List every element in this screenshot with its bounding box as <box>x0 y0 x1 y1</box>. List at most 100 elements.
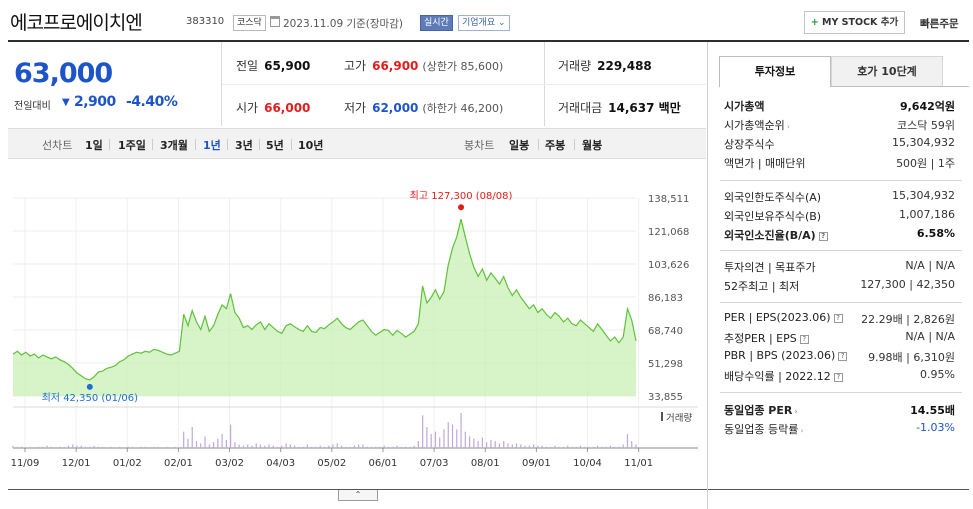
volume-bar <box>63 446 65 448</box>
price-chart[interactable]: 138,511 121,068 103,626 86,183 68,740 51,298 3… <box>8 160 706 505</box>
period-monthly[interactable]: 월봉 <box>582 139 603 152</box>
volume-bar <box>294 445 296 448</box>
volume-bar <box>76 445 78 448</box>
volume-legend-icon <box>661 412 663 421</box>
stat-label: 거래대금 <box>558 101 603 115</box>
volume-bar <box>579 445 582 448</box>
volume-bar <box>443 429 445 448</box>
volume-bar <box>225 439 227 448</box>
volume-bar <box>102 446 104 448</box>
help-icon[interactable]: ? <box>833 314 843 323</box>
volume-bar <box>140 446 142 448</box>
row-label: 52주최고 | 최저 <box>724 280 800 293</box>
price-chart-svg: 138,511 121,068 103,626 86,183 68,740 51,298 3… <box>11 190 698 469</box>
stat-volume: 거래량 229,488 <box>558 57 652 74</box>
volume-bar <box>511 444 513 448</box>
volume-bar <box>29 446 31 448</box>
volume-bar <box>520 444 522 448</box>
volume-bar <box>272 445 274 448</box>
volume-bar <box>238 444 240 448</box>
volume-bar <box>281 445 283 448</box>
help-icon[interactable]: ? <box>799 335 809 344</box>
row-value: 0.95% <box>920 368 955 381</box>
volume-bar <box>174 446 176 448</box>
row-label: 외국인보유주식수(B) <box>724 210 822 223</box>
row-label: 추정PER | EPS? <box>724 330 809 346</box>
help-icon[interactable]: ? <box>833 373 843 382</box>
y-tick-label: 86,183 <box>648 293 683 304</box>
volume-bar <box>127 446 129 448</box>
period-daily[interactable]: 일봉 <box>509 139 530 152</box>
period-1w[interactable]: 1주일 <box>118 139 146 152</box>
volume-bar <box>379 446 381 448</box>
tab-investment-info[interactable]: 투자정보 <box>719 56 831 87</box>
help-icon[interactable]: ? <box>818 232 828 241</box>
change-label: 전일대비 <box>14 101 51 112</box>
row-foreign-limit: 외국인한도주식수(A) 15,304,932 <box>724 189 955 207</box>
volume-bar <box>200 443 202 448</box>
volume-bar <box>84 446 87 448</box>
row-foreign-held: 외국인보유주식수(B) 1,007,186 <box>724 208 955 226</box>
chevron-right-icon: › <box>794 407 798 416</box>
price-summary: 63,000 전일대비 ▼ 2,900 -4.40% <box>8 42 222 126</box>
company-overview-dropdown[interactable]: 기업개요 ⌄ <box>458 15 510 31</box>
volume-bar <box>567 445 569 448</box>
volume-bar <box>430 434 432 448</box>
x-tick-label: 05/02 <box>317 458 346 469</box>
volume-bar <box>12 445 14 448</box>
period-3m[interactable]: 3개월 <box>160 139 188 152</box>
volume-bar <box>409 446 411 448</box>
period-1d[interactable]: 1일 <box>85 139 103 152</box>
separator <box>574 139 575 150</box>
stat-label: 시가 <box>236 101 259 115</box>
volume-bar <box>153 446 155 448</box>
row-label: PBR | BPS (2023.06)? <box>724 349 848 362</box>
period-selector: 선차트 1일 1주일 3개월 1년 3년 5년 10년 봉차트 일봉 주봉 월봉 <box>8 128 706 159</box>
stat-value: 14,637 백만 <box>608 101 681 115</box>
volume-bar <box>166 446 168 448</box>
realtime-button[interactable]: 실시간 <box>420 15 453 31</box>
price-line <box>12 219 637 381</box>
period-1y[interactable]: 1년 <box>203 139 221 152</box>
volume-bar <box>426 427 428 448</box>
quick-order-link[interactable]: 빠른주문 <box>920 18 959 30</box>
row-value: -1.03% <box>916 421 955 434</box>
volume-bar <box>558 446 560 448</box>
candle-chart-label: 봉차트 <box>464 139 495 152</box>
stat-low: 저가 62,000 (하한가 46,200) <box>344 99 503 116</box>
volume-bar <box>336 443 338 448</box>
volume-bar <box>477 441 479 448</box>
row-label: 투자의견 | 목표주가 <box>724 261 816 274</box>
volume-bar <box>276 446 279 448</box>
volume-bar <box>59 446 61 448</box>
chevron-right-icon: › <box>786 122 790 131</box>
volume-bar <box>554 445 556 448</box>
period-5y[interactable]: 5년 <box>266 139 284 152</box>
stat-value: 65,900 <box>264 59 311 73</box>
row-label-text: 동일업종 PER <box>724 404 793 417</box>
row-industry-change[interactable]: 동일업종 등락률 › -1.03% <box>724 421 955 439</box>
volume-bar <box>251 445 253 448</box>
volume-bar <box>460 413 462 448</box>
x-tick-label: 02/01 <box>164 458 193 469</box>
volume-bar <box>340 445 343 448</box>
row-value: 14.55배 <box>910 404 955 417</box>
x-tick-label: 04/03 <box>266 458 295 469</box>
volume-bar <box>434 431 437 448</box>
row-industry-per[interactable]: 동일업종 PER › 14.55배 <box>724 402 955 420</box>
volume-bar <box>195 441 198 448</box>
row-label: 동일업종 PER › <box>724 402 798 418</box>
tab-order-book[interactable]: 호가 10단계 <box>831 56 943 87</box>
volume-bar <box>144 446 146 448</box>
period-weekly[interactable]: 주봉 <box>545 139 566 152</box>
row-market-cap-rank[interactable]: 시가총액순위 › 코스닥 59위 <box>724 117 955 135</box>
help-icon[interactable]: ? <box>838 352 848 361</box>
chart-scroll-handle[interactable]: ⌃ <box>338 490 378 501</box>
row-label: 외국인소진율(B/A)? <box>724 227 828 243</box>
volume-bar <box>451 424 454 448</box>
period-3y[interactable]: 3년 <box>235 139 253 152</box>
volume-bar <box>247 444 249 448</box>
stat-prev: 전일 65,900 <box>236 57 310 74</box>
my-stock-add-button[interactable]: + MY STOCK 추가 <box>804 11 905 34</box>
period-10y[interactable]: 10년 <box>298 139 324 152</box>
